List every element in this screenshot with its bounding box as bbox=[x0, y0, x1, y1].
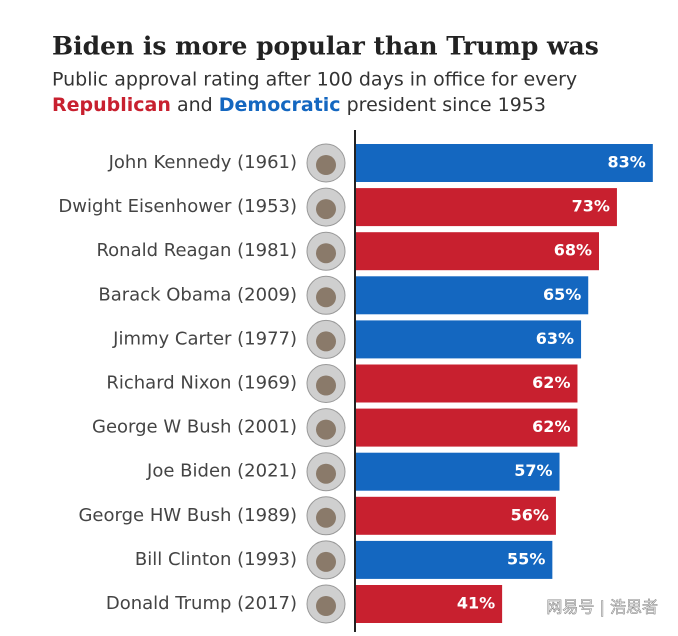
bar bbox=[355, 496, 556, 535]
value-label: 55% bbox=[507, 549, 545, 568]
chart-title: Biden is more popular than Trump was bbox=[52, 32, 599, 61]
value-label: 65% bbox=[543, 285, 581, 304]
value-label: 68% bbox=[554, 241, 592, 260]
category-label: Richard Nixon (1969) bbox=[106, 373, 297, 394]
subtitle: Republican and Democratic president sinc… bbox=[52, 94, 546, 116]
category-label: George HW Bush (1989) bbox=[78, 505, 297, 526]
category-label: Joe Biden (2021) bbox=[146, 461, 297, 482]
value-label: 63% bbox=[536, 329, 574, 348]
portrait-face bbox=[316, 463, 336, 484]
category-label: Ronald Reagan (1981) bbox=[96, 240, 297, 261]
bar bbox=[355, 452, 560, 491]
value-label: 56% bbox=[511, 505, 549, 524]
bar bbox=[355, 408, 578, 447]
category-label: Bill Clinton (1993) bbox=[135, 549, 297, 570]
value-label: 73% bbox=[572, 197, 610, 216]
bar bbox=[355, 320, 582, 359]
value-label: 83% bbox=[608, 153, 646, 172]
legend-entry: Republican bbox=[52, 94, 171, 116]
portrait-face bbox=[316, 287, 336, 308]
portrait-face bbox=[316, 596, 336, 616]
category-label: Donald Trump (2017) bbox=[106, 593, 297, 614]
value-label: 62% bbox=[532, 373, 570, 392]
category-label: Dwight Eisenhower (1953) bbox=[58, 196, 297, 217]
bar bbox=[355, 144, 653, 182]
bar bbox=[355, 276, 589, 315]
bar bbox=[355, 540, 553, 579]
category-label: Jimmy Carter (1977) bbox=[112, 328, 297, 349]
value-label: 62% bbox=[532, 417, 570, 436]
portrait-face bbox=[316, 375, 336, 396]
portrait-face bbox=[316, 243, 336, 264]
portrait-face bbox=[316, 199, 336, 220]
portrait-face bbox=[316, 331, 336, 352]
value-label: 57% bbox=[514, 461, 552, 480]
value-label: 41% bbox=[457, 594, 495, 613]
bar bbox=[355, 364, 578, 403]
category-label: John Kennedy (1961) bbox=[108, 152, 297, 173]
category-label: George W Bush (2001) bbox=[92, 417, 297, 438]
subtitle: and bbox=[177, 94, 213, 116]
bar bbox=[355, 232, 599, 271]
bar bbox=[355, 585, 503, 623]
subtitle: Public approval rating after 100 days in… bbox=[52, 69, 577, 91]
portrait-face bbox=[316, 551, 336, 572]
category-label: Barack Obama (2009) bbox=[98, 284, 297, 305]
bar bbox=[355, 188, 617, 227]
portrait-face bbox=[316, 155, 336, 175]
subtitle: president since 1953 bbox=[347, 94, 546, 116]
portrait-face bbox=[316, 507, 336, 528]
portrait-face bbox=[316, 419, 336, 440]
legend-entry: Democratic bbox=[219, 94, 341, 116]
watermark: 网易号 | 浩思者 bbox=[546, 598, 658, 617]
